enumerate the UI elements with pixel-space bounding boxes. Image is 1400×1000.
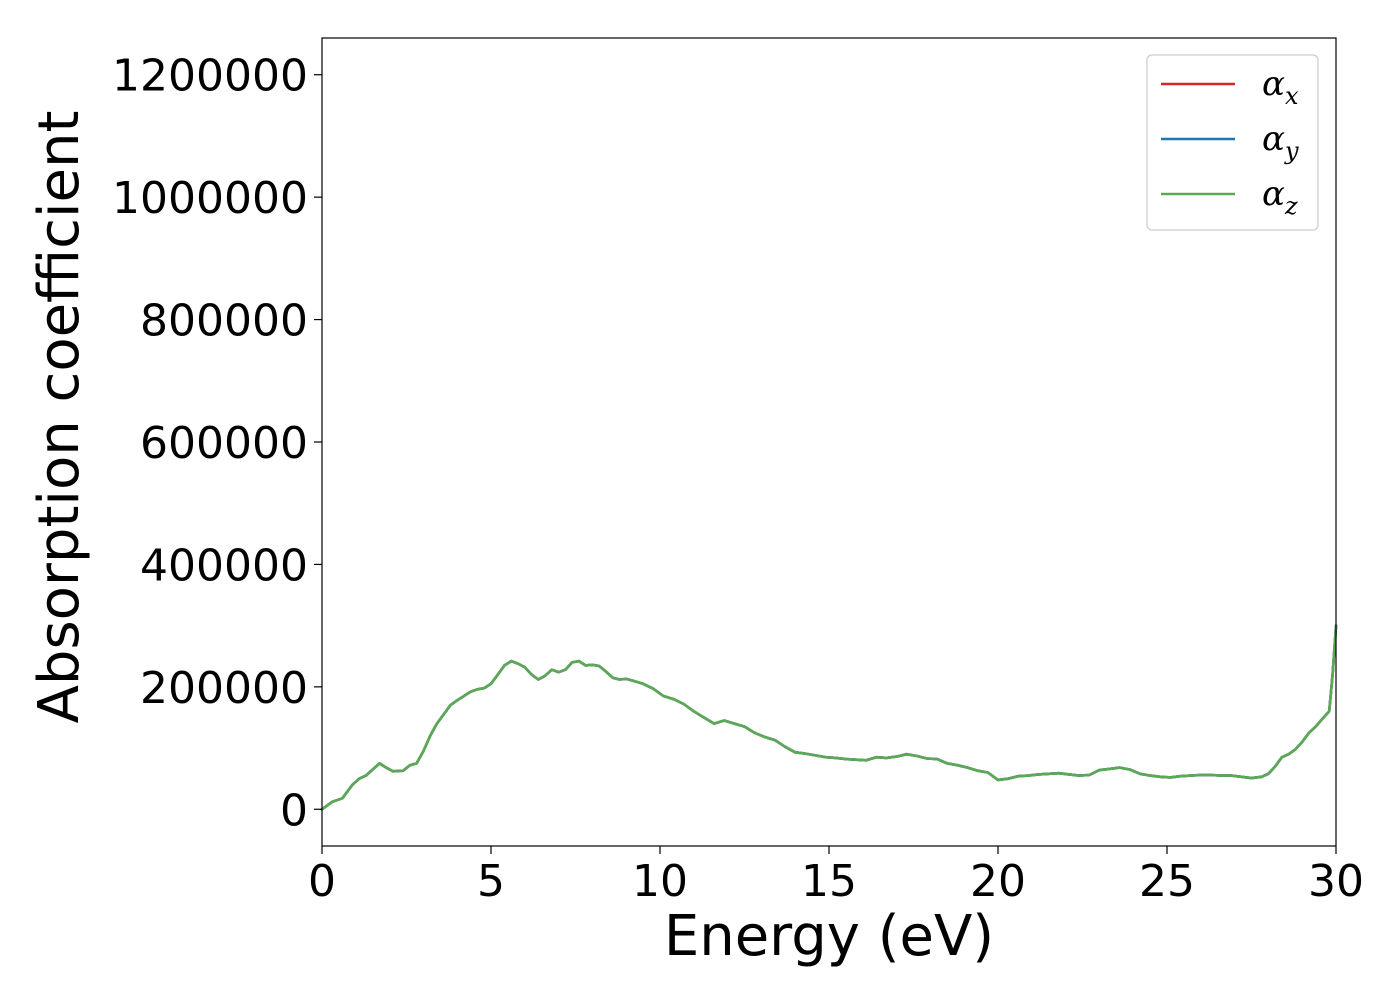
y-tick-label: 600000 xyxy=(140,418,308,469)
y-tick-label: 0 xyxy=(280,785,308,836)
legend: αx αy αz xyxy=(1146,54,1319,231)
legend-box xyxy=(1146,54,1319,231)
x-tick-label: 30 xyxy=(1308,856,1364,907)
y-tick-label: 1000000 xyxy=(112,173,308,224)
series-layer xyxy=(320,624,1338,811)
y-tick-label: 800000 xyxy=(140,296,308,347)
x-axis: 0 5 10 15 20 25 30 xyxy=(308,846,1364,907)
y-tick-label: 400000 xyxy=(140,540,308,591)
x-axis-title: Energy (eV) xyxy=(664,904,994,969)
x-tick-label: 25 xyxy=(1139,856,1195,907)
y-tick-label: 200000 xyxy=(140,663,308,714)
x-tick-label: 0 xyxy=(308,856,336,907)
series-line-z xyxy=(320,624,1338,811)
x-tick-label: 15 xyxy=(801,856,857,907)
y-axis: 0 200000 400000 600000 800000 1000000 1200000 xyxy=(112,51,322,836)
legend-label-y: αy xyxy=(1262,119,1299,165)
y-tick-label: 1200000 xyxy=(112,51,308,102)
y-axis-title: Absorption coefficient xyxy=(27,111,92,724)
x-tick-label: 5 xyxy=(477,856,505,907)
legend-label-z: αz xyxy=(1262,174,1298,220)
legend-label-x: αx xyxy=(1262,64,1299,110)
x-tick-label: 10 xyxy=(632,856,688,907)
x-tick-label: 20 xyxy=(970,856,1026,907)
